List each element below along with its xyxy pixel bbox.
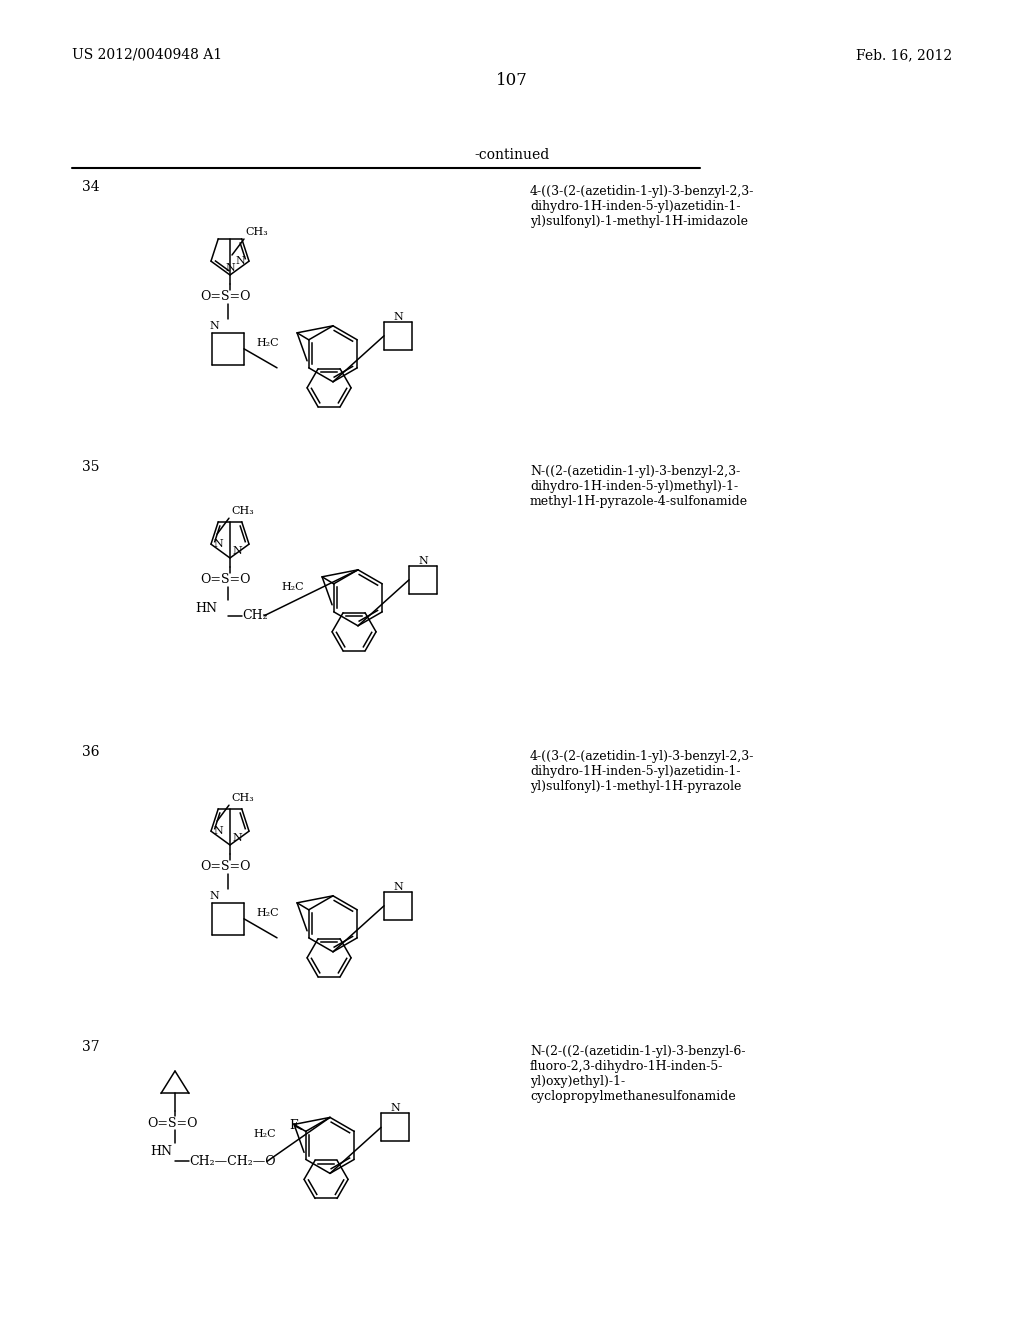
Text: N: N <box>209 891 219 900</box>
Text: N: N <box>418 556 428 566</box>
Text: 34: 34 <box>82 180 99 194</box>
Text: N: N <box>393 312 402 322</box>
Text: O=S=O: O=S=O <box>147 1117 198 1130</box>
Text: H₂C: H₂C <box>254 1130 276 1139</box>
Text: N: N <box>232 833 242 843</box>
Text: 4-((3-(2-(azetidin-1-yl)-3-benzyl-2,3-
dihydro-1H-inden-5-yl)azetidin-1-
yl)sulf: 4-((3-(2-(azetidin-1-yl)-3-benzyl-2,3- d… <box>530 185 755 228</box>
Text: N: N <box>236 256 245 267</box>
Text: CH₃: CH₃ <box>231 793 254 803</box>
Text: -continued: -continued <box>474 148 550 162</box>
Text: N: N <box>393 882 402 892</box>
Text: HN: HN <box>150 1146 172 1159</box>
Text: CH₃: CH₃ <box>245 227 267 238</box>
Text: O=S=O: O=S=O <box>200 573 251 586</box>
Text: 37: 37 <box>82 1040 99 1053</box>
Text: O=S=O: O=S=O <box>200 290 251 304</box>
Text: HN: HN <box>195 602 217 615</box>
Text: Feb. 16, 2012: Feb. 16, 2012 <box>856 48 952 62</box>
Text: 35: 35 <box>82 459 99 474</box>
Text: N: N <box>213 539 223 549</box>
Text: 4-((3-(2-(azetidin-1-yl)-3-benzyl-2,3-
dihydro-1H-inden-5-yl)azetidin-1-
yl)sulf: 4-((3-(2-(azetidin-1-yl)-3-benzyl-2,3- d… <box>530 750 755 793</box>
Text: N: N <box>390 1104 400 1113</box>
Text: O=S=O: O=S=O <box>200 861 251 874</box>
Text: 107: 107 <box>496 73 528 88</box>
Text: H₂C: H₂C <box>256 908 280 917</box>
Text: CH₂: CH₂ <box>242 610 267 622</box>
Text: CH₂—CH₂—O: CH₂—CH₂—O <box>189 1155 275 1168</box>
Text: N: N <box>213 826 223 836</box>
Text: N: N <box>232 546 242 556</box>
Text: N: N <box>225 263 234 273</box>
Text: H₂C: H₂C <box>256 338 280 347</box>
Text: F: F <box>290 1119 298 1133</box>
Text: N: N <box>209 321 219 331</box>
Text: 36: 36 <box>82 744 99 759</box>
Text: US 2012/0040948 A1: US 2012/0040948 A1 <box>72 48 222 62</box>
Text: CH₃: CH₃ <box>231 506 254 516</box>
Text: H₂C: H₂C <box>282 582 304 591</box>
Text: N-(2-((2-(azetidin-1-yl)-3-benzyl-6-
fluoro-2,3-dihydro-1H-inden-5-
yl)oxy)ethyl: N-(2-((2-(azetidin-1-yl)-3-benzyl-6- flu… <box>530 1045 745 1104</box>
Text: N-((2-(azetidin-1-yl)-3-benzyl-2,3-
dihydro-1H-inden-5-yl)methyl)-1-
methyl-1H-p: N-((2-(azetidin-1-yl)-3-benzyl-2,3- dihy… <box>530 465 749 508</box>
